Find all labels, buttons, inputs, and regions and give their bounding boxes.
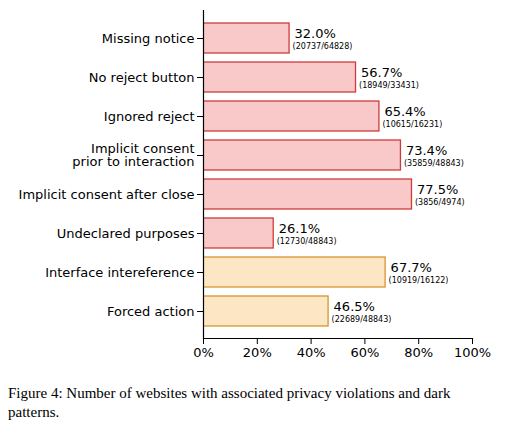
svg-text:32.0%: 32.0% (295, 26, 336, 41)
svg-text:80%: 80% (404, 345, 433, 360)
svg-text:(35859/48843): (35859/48843) (404, 159, 464, 168)
svg-text:(10919/16122): (10919/16122) (389, 276, 449, 285)
svg-text:77.5%: 77.5% (417, 182, 458, 197)
svg-text:100%: 100% (454, 345, 491, 360)
svg-text:Forced action: Forced action (107, 304, 195, 319)
svg-text:(18949/33431): (18949/33431) (359, 81, 419, 90)
svg-text:Implicit consentprior to inter: Implicit consentprior to interaction (72, 141, 194, 169)
svg-text:Undeclared purposes: Undeclared purposes (57, 226, 195, 241)
svg-text:(3856/4974): (3856/4974) (415, 198, 465, 207)
svg-text:65.4%: 65.4% (384, 104, 425, 119)
svg-text:Ignored reject: Ignored reject (104, 109, 195, 124)
svg-text:40%: 40% (297, 345, 326, 360)
svg-text:46.5%: 46.5% (334, 299, 375, 314)
svg-text:60%: 60% (350, 345, 379, 360)
svg-text:67.7%: 67.7% (391, 260, 432, 275)
svg-text:56.7%: 56.7% (361, 65, 402, 80)
svg-text:73.4%: 73.4% (406, 143, 447, 158)
html-text:Figure 4: Number of websites w: Figure 4: Number of websites with associ… (8, 385, 451, 420)
svg-text:Interface intereference: Interface intereference (45, 265, 194, 280)
svg-text:(20737/64828): (20737/64828) (293, 42, 353, 51)
svg-text:20%: 20% (243, 345, 272, 360)
svg-text:0%: 0% (193, 345, 214, 360)
svg-text:Missing notice: Missing notice (102, 31, 195, 46)
svg-text:No reject button: No reject button (89, 70, 195, 85)
svg-text:(22689/48843): (22689/48843) (332, 315, 392, 324)
svg-text:26.1%: 26.1% (279, 221, 320, 236)
svg-text:Implicit consent after close: Implicit consent after close (19, 187, 195, 202)
svg-text:(12730/48843): (12730/48843) (277, 237, 337, 246)
svg-text:(10615/16231): (10615/16231) (382, 120, 442, 129)
